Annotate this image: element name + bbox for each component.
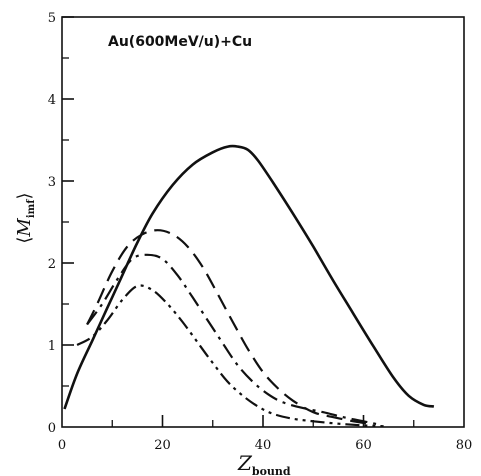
y-axis-label-sub: imf: [26, 199, 37, 218]
x-tick-label: 0: [58, 438, 66, 453]
chart-title: Au(600MeV/u)+Cu: [108, 34, 252, 50]
series-line-dash-dot: [86, 253, 379, 426]
x-tick-label: 40: [255, 438, 272, 453]
y-axis-label-left: ⟨: [14, 237, 35, 244]
x-tick-label: 80: [456, 438, 473, 453]
y-tick-label: 1: [48, 339, 56, 354]
y-tick-label: 4: [48, 93, 56, 108]
x-axis-label: Zbound: [237, 451, 291, 476]
series-line-long-dash: [86, 229, 369, 425]
y-axis-label-main: M: [14, 218, 35, 238]
y-axis-label-right: ⟩: [14, 192, 35, 199]
series-group: [63, 144, 435, 428]
major-ticks: [62, 16, 365, 427]
series-line-dash-dot-dot: [76, 284, 384, 428]
minor-ticks: [62, 57, 415, 427]
y-tick-labels: 0 1 2 3 4 5: [48, 11, 56, 436]
plot-frame: [61, 16, 465, 428]
y-axis-label-group: ⟨Mimf⟩: [14, 192, 37, 243]
x-axis-label-main: Z: [237, 451, 253, 475]
x-axis-label-sub: bound: [252, 465, 291, 476]
y-tick-label: 2: [48, 257, 56, 272]
y-tick-label: 0: [48, 421, 56, 436]
y-axis-label: ⟨Mimf⟩: [14, 192, 37, 243]
x-tick-labels: 0 20 40 60 80: [58, 438, 472, 453]
x-tick-label: 60: [355, 438, 372, 453]
y-tick-label: 3: [48, 175, 56, 190]
x-tick-label: 20: [154, 438, 171, 453]
y-tick-label: 5: [48, 11, 56, 26]
series-line-solid: [63, 144, 435, 410]
